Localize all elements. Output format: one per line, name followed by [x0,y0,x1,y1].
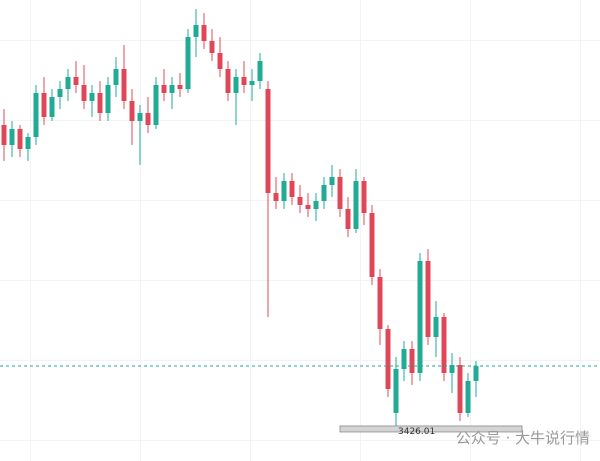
candle-body [433,317,439,337]
candle-body [145,113,151,125]
candle-body [265,89,271,193]
candle-body [345,209,351,229]
candle-body [361,181,367,213]
candle-body [353,181,359,229]
candle-body [49,97,55,117]
candle-body [457,365,463,413]
candle-body [17,129,23,149]
candle-body [105,85,111,113]
candle-body [89,93,95,101]
candle-body [449,365,455,373]
candle-body [201,25,207,41]
candle-body [161,85,167,93]
candle-body [369,213,375,277]
candle-body [313,201,319,209]
candle-body [337,177,343,209]
candle-body [185,37,191,89]
candle-body [153,85,159,125]
candle-body [321,185,327,201]
candle-body [9,129,15,145]
candle-body [209,41,215,53]
candle-body [297,197,303,205]
candle-body [217,53,223,69]
candle-body [1,125,7,145]
candle-body [249,81,255,85]
candle-body [41,93,47,117]
candle-body [409,349,415,373]
candle-body [465,381,471,413]
candle-body [25,137,31,149]
candle-body [273,193,279,201]
candle-body [137,113,143,121]
low-marker-label: 3426.01 [398,427,435,437]
candle-body [289,181,295,197]
candle-body [121,69,127,101]
candle-body [441,317,447,373]
candle-body [417,261,423,373]
candle-body [377,277,383,329]
candle-body [393,369,399,413]
candle-body [57,89,63,97]
candle-body [233,77,239,93]
candle-body [33,93,39,137]
candle-body [97,93,103,113]
candle-body [177,85,183,89]
watermark: 公众号 · 大牛说行情 [456,429,590,447]
low-marker-box [339,425,523,433]
candle-body [81,85,87,101]
candle-body [385,329,391,389]
candle-body [473,366,479,381]
candle-body [401,349,407,369]
candle-body [169,85,175,93]
candle-body [241,77,247,85]
candle-body [65,77,71,89]
candle-body [305,205,311,209]
candle-body [113,69,119,85]
candle-body [193,25,199,37]
candle-body [73,77,79,85]
candle-body [257,61,263,81]
candle-body [425,261,431,337]
candle-body [225,69,231,93]
candle-body [129,101,135,121]
candle-body [281,181,287,201]
candle-body [329,177,335,185]
